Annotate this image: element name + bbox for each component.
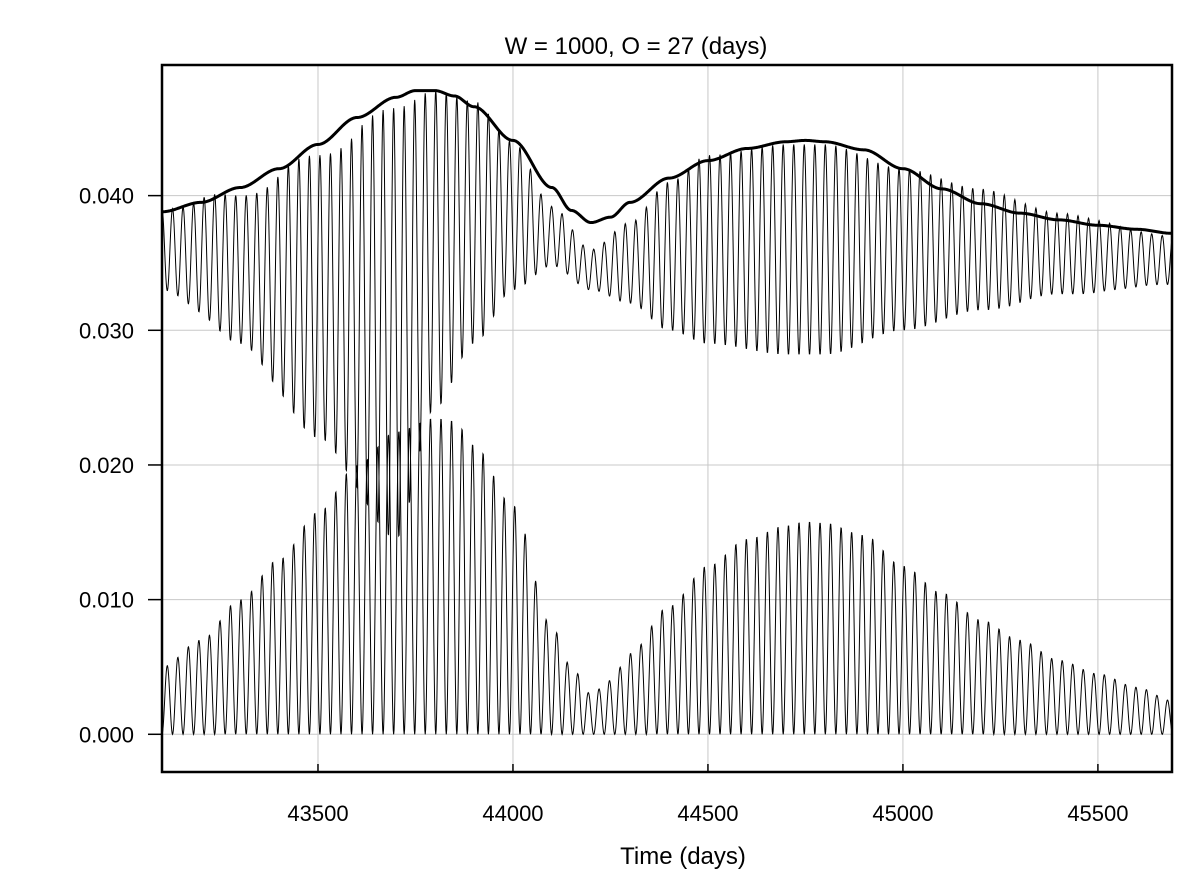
x-tick-label: 45500 [1067,801,1128,826]
chart-title: W = 1000, O = 27 (days) [505,33,768,60]
lower-oscillation-line [161,418,1173,737]
x-tick-label: 45000 [872,801,933,826]
series-layer [161,89,1173,737]
x-tick-label: 43500 [287,801,348,826]
y-tick-label: 0.040 [79,184,134,209]
upper-envelope-line [161,89,1173,235]
tick-layer: 43500 44000 44500 45000 45500 0.000 0.010 0.020… [79,184,1129,826]
y-tick-label: 0.020 [79,453,134,478]
y-tick-label: 0.030 [79,318,134,343]
x-tick-label: 44000 [482,801,543,826]
upper-oscillation-line [161,90,1173,538]
y-tick-label: 0.000 [79,722,134,747]
y-tick-label: 0.010 [79,588,134,613]
plot-frame [160,63,1174,774]
x-axis-label: Time (days) [620,843,746,870]
x-tick-label: 44500 [677,801,738,826]
